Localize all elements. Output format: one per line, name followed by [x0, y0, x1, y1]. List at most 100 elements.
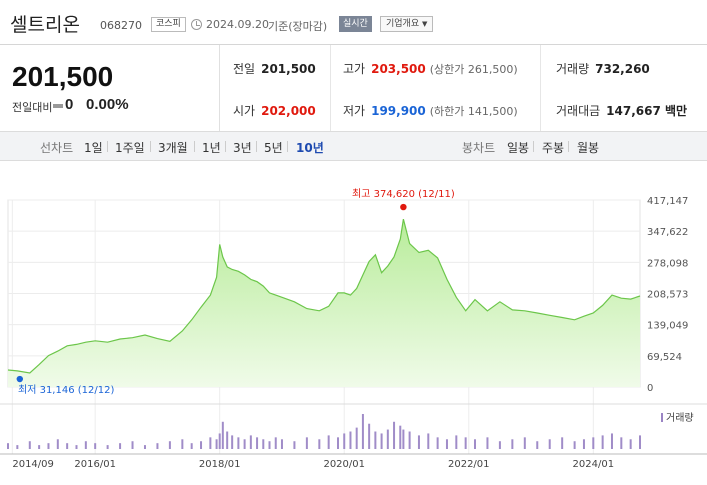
volume-bar [218, 433, 221, 449]
volume-bar [293, 441, 296, 449]
y-tick-label: 208,573 [647, 290, 688, 301]
volume-bar [349, 431, 352, 449]
current-price: 201,500 [12, 61, 114, 92]
volume-bar [94, 443, 97, 449]
x-tick-label: 2020/01 [323, 459, 365, 470]
volume-bar [106, 445, 109, 449]
chart-svg: 417,147 347,622 278,098 208,573 139,049 69,52… [0, 188, 707, 470]
volume-bar [243, 439, 246, 449]
volume-bar [455, 435, 458, 449]
volume-bar [486, 437, 489, 449]
unchanged-icon [53, 104, 63, 108]
volume-bar [368, 423, 371, 449]
divider [330, 45, 331, 136]
stat-label: 저가 [343, 104, 366, 118]
tab-5y[interactable]: 5년 [264, 141, 283, 155]
volume-bar [380, 433, 383, 449]
change-rate: 0.00% [86, 96, 129, 113]
tab-3m[interactable]: 3개월 [158, 141, 188, 155]
volume-bar [268, 441, 271, 449]
volume-bar [355, 427, 358, 449]
volume-bar [156, 443, 159, 449]
volume-bar [393, 421, 396, 449]
volume-bar [337, 437, 340, 449]
tab-1d[interactable]: 1일 [84, 141, 103, 155]
y-tick-label: 347,622 [647, 227, 688, 238]
stat-low: 저가 199,900 (하한가 141,500) [343, 102, 518, 119]
volume-bar [629, 439, 632, 449]
tab-1w[interactable]: 1주일 [115, 141, 145, 155]
stat-label: 고가 [343, 62, 366, 76]
min-point-marker [16, 375, 23, 383]
tab-monthly[interactable]: 월봉 [577, 141, 600, 155]
stat-amount: 거래대금 147,667 백만 [556, 102, 687, 119]
stat-label: 거래량 [556, 62, 590, 76]
stat-sub: (상한가 261,500) [429, 63, 518, 76]
volume-bar [16, 445, 19, 449]
volume-bar [47, 443, 50, 449]
volume-bar [374, 431, 377, 449]
volume-bar [200, 441, 203, 449]
tab-1y[interactable]: 1년 [202, 141, 221, 155]
tab-weekly[interactable]: 주봉 [542, 141, 565, 155]
volume-bar [386, 429, 389, 449]
volume-bar [209, 437, 212, 449]
y-tick-label: 139,049 [647, 321, 688, 332]
volume-bar [582, 439, 585, 449]
y-tick-label: 417,147 [647, 196, 688, 207]
volume-bar [84, 441, 87, 449]
volume-bar [190, 443, 193, 449]
volume-bar [399, 425, 402, 449]
stat-value: 201,500 [261, 62, 316, 76]
volume-bar [592, 437, 595, 449]
volume-legend-swatch [661, 413, 663, 422]
y-tick-label: 0 [647, 383, 653, 394]
realtime-button[interactable]: 실시간 [339, 16, 372, 32]
tab-daily[interactable]: 일봉 [507, 141, 530, 155]
volume-bar [256, 437, 259, 449]
max-annotation: 최고 374,620 (12/11) [352, 188, 455, 200]
volume-bar [610, 433, 613, 449]
volume-bar [511, 439, 514, 449]
period-tabs: 선차트 1일 1주일 3개월 1년 3년 5년 10년 봉차트 일봉 주봉 월봉 [0, 131, 707, 161]
stat-value: 732,260 [595, 62, 650, 76]
volume-bar [601, 435, 604, 449]
company-overview-button[interactable]: 기업개요 ▼ [380, 16, 434, 32]
volume-bar [131, 441, 134, 449]
volume-bar [436, 437, 439, 449]
stock-code: 068270 [100, 19, 142, 32]
volume-bar [561, 437, 564, 449]
tab-3y[interactable]: 3년 [233, 141, 252, 155]
volume-bar [523, 437, 526, 449]
x-tick-label: 2022/01 [448, 459, 490, 470]
volume-bar [66, 443, 69, 449]
price-chart[interactable]: 417,147 347,622 278,098 208,573 139,049 69,52… [0, 162, 707, 485]
company-overview-label: 기업개요 [386, 19, 420, 29]
y-tick-label: 278,098 [647, 258, 688, 269]
tab-10y[interactable]: 10년 [296, 141, 324, 155]
volume-bar [473, 439, 476, 449]
volume-bar [215, 439, 218, 449]
stat-prev-close: 전일 201,500 [233, 60, 316, 77]
volume-bar [249, 435, 252, 449]
stock-name[interactable]: 셀트리온 [10, 14, 80, 36]
candle-chart-label: 봉차트 [462, 141, 496, 155]
volume-bar [417, 435, 420, 449]
volume-bar [231, 435, 234, 449]
stat-value: 199,900 [371, 104, 426, 118]
volume-bar [343, 433, 346, 449]
volume-bar [408, 431, 411, 449]
clock-icon [191, 19, 202, 30]
volume-bar [464, 437, 467, 449]
max-point-marker [400, 203, 407, 211]
volume-legend-label: 거래량 [666, 412, 694, 424]
volume-bar [548, 439, 551, 449]
separator [533, 141, 534, 152]
volume-bar [221, 421, 224, 449]
stat-value: 147,667 백만 [606, 104, 688, 118]
price-area: 201,500 전일대비 0 0.00% [0, 45, 220, 136]
volume-bar [28, 441, 31, 449]
volume-bar [143, 445, 146, 449]
volume-bar [181, 439, 184, 449]
stat-open: 시가 202,000 [233, 102, 316, 119]
